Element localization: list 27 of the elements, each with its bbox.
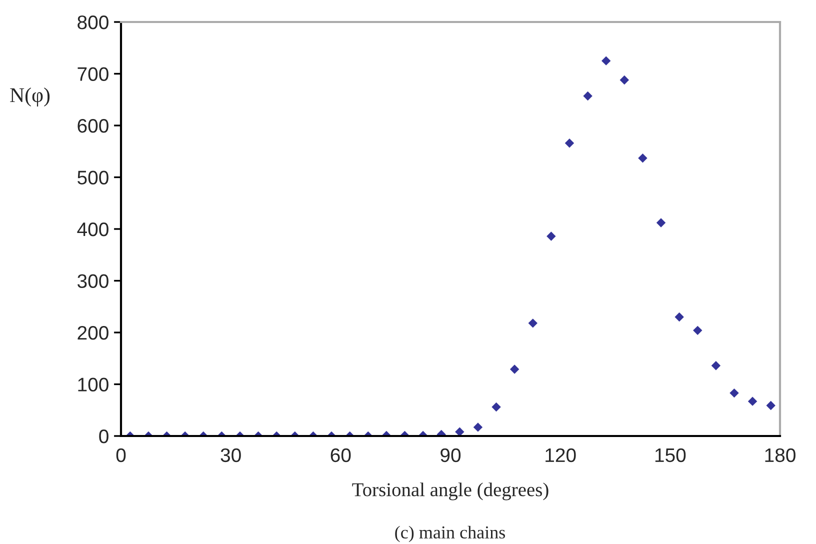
x-axis-title: Torsional angle (degrees) (352, 482, 548, 500)
point (601, 56, 611, 66)
y-tick-label: 600 (78, 118, 108, 133)
text: (c) main chains (395, 526, 505, 542)
point (620, 75, 630, 85)
x-tick-label: 30 (220, 448, 241, 462)
x-tick-label: 60 (330, 448, 351, 462)
x-tick-label: 120 (546, 448, 576, 462)
y-tick-label: 200 (78, 326, 108, 340)
x-tick-label: 150 (655, 448, 686, 462)
y-tick-label: 0 (99, 429, 108, 444)
point (564, 138, 574, 148)
y-tick-label: 700 (78, 67, 108, 81)
point (583, 91, 592, 101)
point (546, 232, 556, 241)
point (674, 312, 684, 322)
y-tick-label: 800 (78, 15, 108, 30)
x-tick-label: 90 (440, 448, 461, 462)
y-tick-label: 400 (77, 222, 108, 236)
x-tick-label: 0 (116, 448, 126, 462)
x-tick-label: 180 (765, 448, 796, 462)
y-tick-label: 100 (78, 378, 108, 392)
y-axis-title: N(φ) (10, 88, 50, 106)
y-tick-label: 500 (78, 170, 108, 184)
y-tick-label: 300 (77, 274, 108, 288)
point (638, 153, 648, 163)
point (656, 218, 666, 228)
